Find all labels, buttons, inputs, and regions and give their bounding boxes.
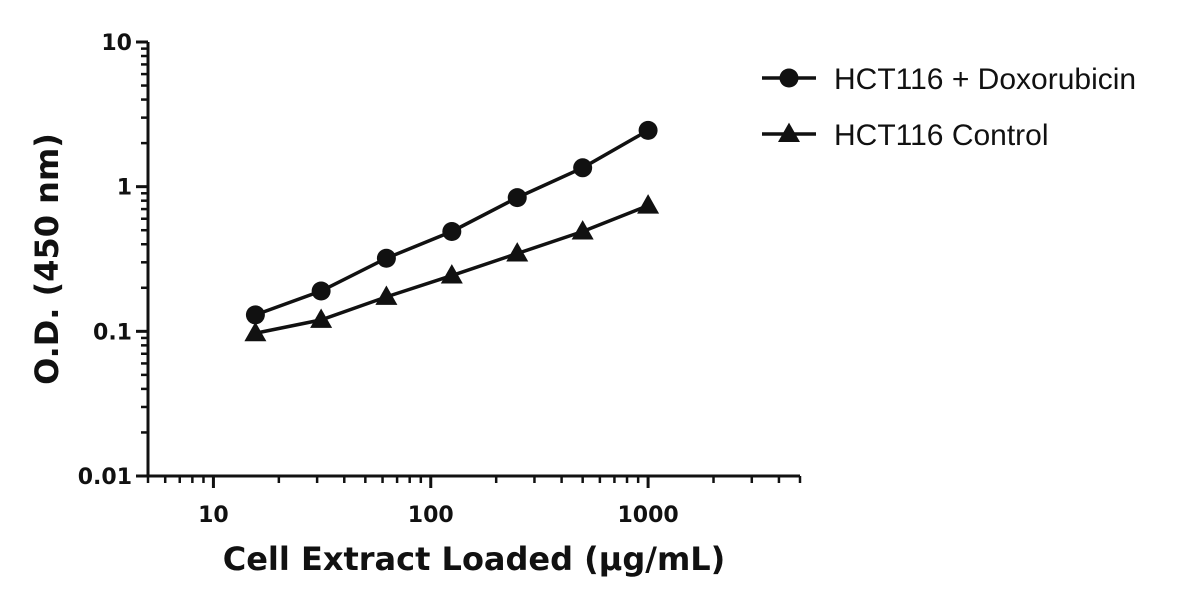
data-point — [638, 120, 658, 140]
data-point — [637, 194, 660, 214]
data-point — [573, 158, 593, 178]
series-control — [244, 194, 660, 342]
data-point — [506, 242, 529, 262]
y-axis-title: O.D. (450 nm) — [28, 133, 66, 385]
legend-label: HCT116 Control — [834, 119, 1049, 152]
legend-item: HCT116 + Doxorubicin — [762, 63, 1136, 96]
plot-series — [244, 120, 660, 342]
data-point — [442, 221, 462, 241]
legend-item: HCT116 Control — [762, 119, 1049, 152]
x-tick-label: 1000 — [617, 503, 678, 528]
y-tick-label: 1 — [117, 176, 132, 201]
data-point — [571, 220, 594, 240]
data-point — [245, 305, 265, 325]
legend: HCT116 + Doxorubicin HCT116 Control — [762, 63, 1136, 152]
legend-label: HCT116 + Doxorubicin — [834, 63, 1136, 96]
x-axis-title: Cell Extract Loaded (μg/mL) — [223, 540, 726, 578]
x-tick-label: 10 — [198, 503, 229, 528]
series-doxorubicin — [245, 120, 658, 325]
data-point — [376, 248, 396, 268]
data-point — [375, 285, 398, 305]
axes: 0.01 0.1 1 10 10 100 1000 — [78, 31, 802, 528]
legend-marker — [778, 122, 800, 142]
y-tick-label: 10 — [101, 31, 132, 56]
legend-marker — [779, 68, 799, 88]
data-point — [507, 188, 527, 208]
y-tick-label: 0.01 — [78, 465, 132, 490]
y-tick-label: 0.1 — [93, 320, 132, 345]
data-point — [244, 321, 267, 342]
data-point — [311, 281, 331, 301]
data-point — [310, 308, 333, 328]
data-point — [440, 264, 463, 284]
x-tick-label: 100 — [408, 503, 454, 528]
